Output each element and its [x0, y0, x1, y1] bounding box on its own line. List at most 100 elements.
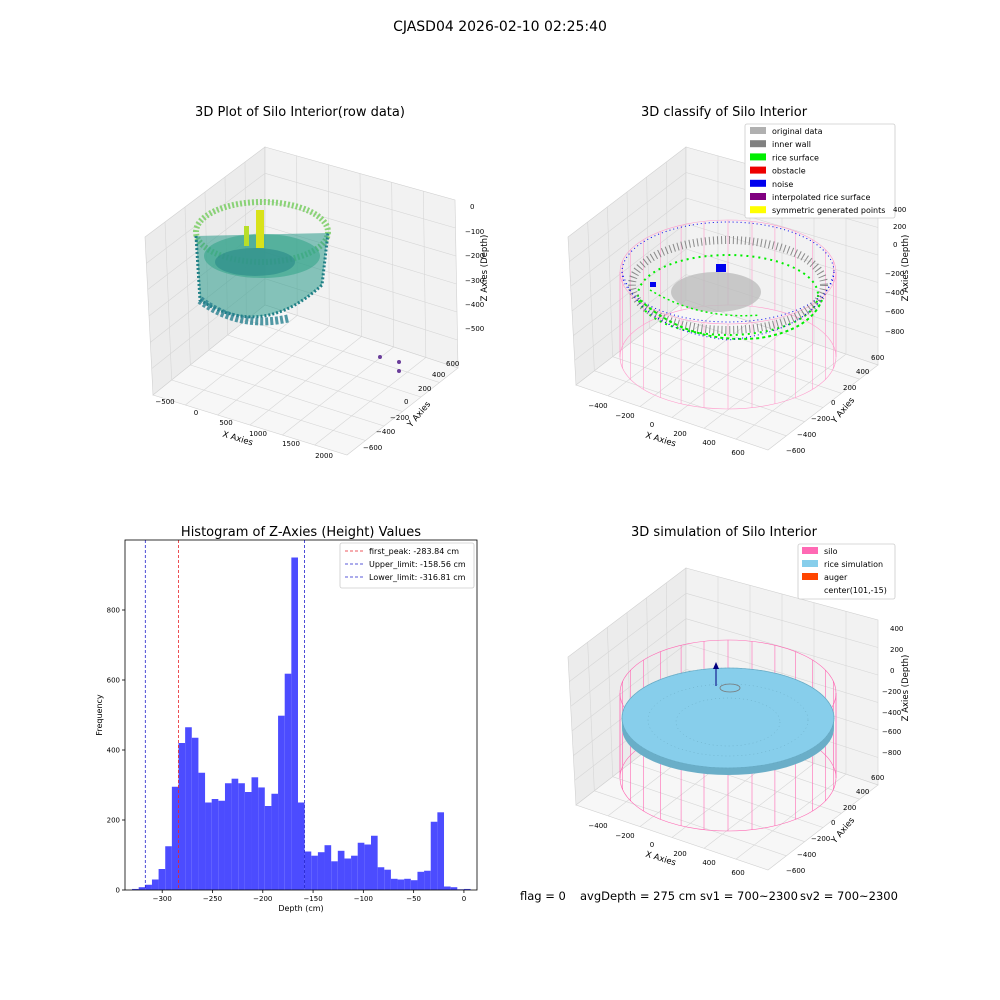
classify-legend-swatch	[750, 193, 766, 200]
histogram-xtick-label: −300	[153, 895, 172, 903]
classify-y-ticks: −600 −400 −200 0 200 400 600	[786, 354, 884, 455]
classify-ytick-label: −200	[811, 415, 830, 423]
simulation-legend-swatch	[802, 573, 818, 580]
histogram-bar	[331, 861, 338, 890]
classify-legend-label: obstacle	[772, 167, 806, 176]
classify-ytick-label: −600	[786, 447, 805, 455]
simulation-rice-surface	[621, 662, 835, 775]
classify-ytick-label: −400	[797, 431, 816, 439]
histogram-xtick-label: −250	[203, 895, 222, 903]
histogram-bar	[151, 879, 159, 890]
histogram-x-ticks: −300 −250 −200 −150 −100 −50 0	[153, 890, 466, 903]
simulation-xtick-label: −400	[588, 822, 607, 830]
classify-xtick-label: 600	[731, 449, 744, 457]
raw-ztick-label: −300	[465, 277, 484, 285]
simulation-y-ticks: −600 −400 −200 0 200 400 600	[786, 774, 884, 875]
histogram-bar	[344, 858, 352, 890]
classify-ytick-label: 200	[843, 384, 856, 392]
histogram-bar	[317, 852, 325, 890]
histogram-bar	[304, 851, 312, 890]
classify-ztick-label: 200	[893, 223, 906, 231]
simulation-ztick-label: −200	[882, 688, 901, 696]
histogram-bar	[444, 886, 451, 890]
histogram-bar	[404, 878, 411, 890]
histogram-bar	[132, 888, 139, 890]
flag-text: flag = 0	[520, 889, 566, 903]
histogram-bar	[251, 777, 259, 890]
raw-y-ticks: −600 −400 −200 0 200 400 600	[363, 360, 459, 452]
histogram-xtick-label: −50	[406, 895, 421, 903]
raw-ztick-label: −500	[465, 325, 484, 333]
histogram-bar	[324, 845, 332, 890]
simulation-legend-swatch	[802, 560, 818, 567]
raw-x-ticks: −500 0 500 1000 1500 2000	[155, 398, 333, 460]
histogram-bar	[211, 799, 219, 890]
simulation-ytick-label: 200	[843, 804, 856, 812]
histogram-bar	[417, 871, 425, 890]
histogram-bar	[311, 855, 318, 890]
raw-ztick-label: −200	[465, 252, 484, 260]
histogram-panel: Histogram of Z-Axies (Height) Values −30…	[95, 525, 478, 913]
classify-legend-label: noise	[772, 180, 793, 189]
histogram-reference-lines	[144, 540, 305, 890]
classify-legend-label: rice surface	[772, 153, 819, 162]
sv2-text: sv2 = 700~2300	[800, 889, 898, 903]
simulation-ytick-label: 0	[831, 819, 835, 827]
simulation-z-axis-label: Z Axies (Depth)	[901, 655, 911, 722]
raw-point-cloud	[193, 199, 401, 373]
histogram-bar	[205, 802, 212, 890]
classify-ztick-label: −600	[885, 308, 904, 316]
histogram-bar	[337, 850, 345, 890]
classify-legend: original data inner wall rice surface obsta…	[744, 123, 896, 219]
histogram-y-axis-label: Frequency	[95, 694, 104, 736]
histogram-bar	[264, 806, 272, 890]
simulation-xtick-label: 0	[650, 841, 654, 849]
histogram-bars	[132, 557, 471, 890]
classify-xtick-label: 0	[650, 421, 654, 429]
simulation-legend-label: rice simulation	[824, 560, 883, 569]
histogram-bar	[351, 855, 358, 890]
histogram-ytick-label: 400	[107, 747, 120, 755]
histogram-frame	[124, 539, 478, 891]
histogram-bar	[278, 715, 285, 890]
simulation-ztick-label: 0	[890, 667, 894, 675]
simulation-xtick-label: 400	[702, 859, 715, 867]
classify-grid-lines	[569, 155, 879, 440]
classify-ytick-label: 600	[871, 354, 884, 362]
simulation-legend: silo rice simulation auger center(101,-15)	[797, 543, 896, 600]
histogram-xtick-label: −200	[253, 895, 272, 903]
raw-z-ticks: 0 −100 −200 −300 −400 −500	[465, 203, 484, 333]
histogram-bar	[291, 557, 298, 890]
raw-ytick-label: −400	[376, 428, 395, 436]
classify-point-cloud	[621, 221, 835, 341]
classify-ztick-label: 400	[893, 206, 906, 214]
classify-x-ticks: −400 −200 0 200 400 600	[588, 402, 744, 457]
classify-legend-swatch	[750, 153, 766, 161]
histogram-bar	[430, 821, 438, 890]
histogram-xtick-label: −100	[354, 895, 373, 903]
classify-legend-swatch	[750, 140, 766, 148]
histogram-xtick-label: −150	[303, 895, 322, 903]
status-footer: flag = 0 avgDepth = 275 cm sv1 = 700~230…	[520, 889, 898, 903]
raw-xtick-label: 2000	[315, 452, 333, 460]
histogram-title: Histogram of Z-Axies (Height) Values	[181, 525, 421, 540]
simulation-ztick-label: −600	[882, 728, 901, 736]
classify-ztick-label: −800	[885, 328, 904, 336]
histogram-bar	[165, 846, 172, 890]
histogram-legend: first_peak: -283.84 cm Upper_limit: -158.…	[339, 542, 475, 589]
histogram-bar	[171, 786, 179, 890]
raw-ytick-label: 200	[418, 385, 431, 393]
classify-ytick-label: 0	[831, 399, 835, 407]
histogram-y-ticks: 0 200 400 600 800	[107, 607, 125, 895]
classify-legend-label: interpolated rice surface	[772, 193, 870, 202]
simulation-legend-swatch	[802, 547, 818, 554]
histogram-bar	[371, 835, 378, 890]
histogram-bar	[244, 792, 252, 890]
histogram-bar	[145, 884, 152, 890]
raw-ztick-label: −100	[465, 228, 484, 236]
histogram-bar	[238, 783, 245, 890]
histogram-bar	[377, 867, 385, 890]
raw-3d-panel: 3D Plot of Silo Interior(row data) −500 …	[144, 105, 490, 460]
classify-ztick-label: −400	[885, 289, 904, 297]
raw-xtick-label: 0	[194, 409, 198, 417]
